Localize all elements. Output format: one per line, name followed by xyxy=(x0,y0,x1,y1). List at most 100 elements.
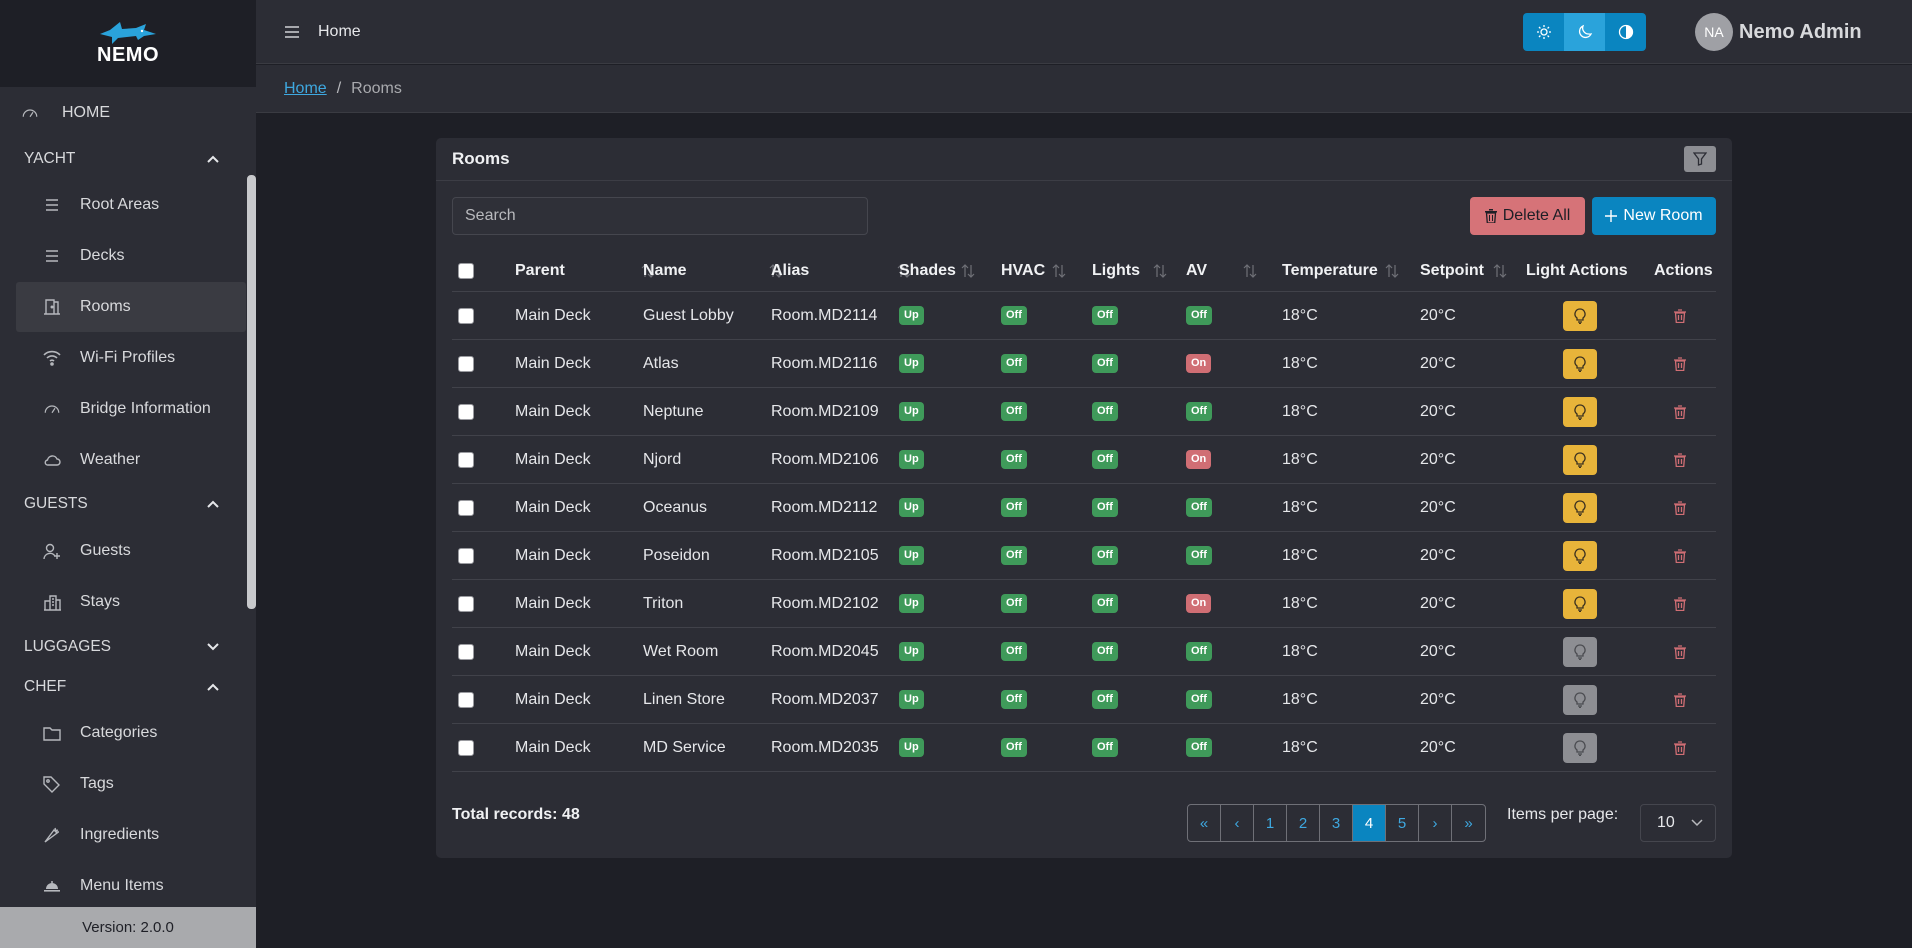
column-header-av[interactable]: AV xyxy=(1186,262,1208,279)
user-menu[interactable]: NA Nemo Admin xyxy=(1695,13,1862,51)
sidebar-item-guests[interactable]: Guests xyxy=(16,526,246,576)
new-room-button[interactable]: New Room xyxy=(1592,197,1716,235)
page-button[interactable]: 5 xyxy=(1386,805,1419,841)
delete-row-icon[interactable] xyxy=(1674,548,1686,563)
hvac-badge: Off xyxy=(1001,594,1027,613)
bulb-icon xyxy=(1573,403,1587,420)
light-toggle-button[interactable] xyxy=(1563,684,1597,715)
column-header-hvac[interactable]: HVAC xyxy=(1001,262,1046,279)
sort-icon[interactable] xyxy=(1152,263,1168,284)
sidebar-item-weather[interactable]: Weather xyxy=(16,435,246,485)
delete-row-icon[interactable] xyxy=(1674,500,1686,515)
light-toggle-button[interactable] xyxy=(1563,540,1597,571)
row-checkbox[interactable] xyxy=(458,355,474,372)
sidebar-item-tags[interactable]: Tags xyxy=(16,759,246,809)
column-header-alias[interactable]: Alias xyxy=(771,262,810,279)
brand-logo[interactable]: NEMO xyxy=(0,0,256,87)
cell-name: Triton xyxy=(643,594,684,612)
light-toggle-button[interactable] xyxy=(1563,732,1597,763)
search-input[interactable] xyxy=(452,197,868,235)
row-checkbox[interactable] xyxy=(458,499,474,516)
sidebar-section-yacht[interactable]: YACHT xyxy=(0,139,246,179)
delete-row-icon[interactable] xyxy=(1674,308,1686,323)
bulb-icon xyxy=(1573,739,1587,756)
sidebar-item-bridge-information[interactable]: Bridge Information xyxy=(16,384,246,434)
theme-light-button[interactable] xyxy=(1523,13,1564,51)
cell-alias: Room.MD2116 xyxy=(771,354,878,372)
page-button[interactable]: › xyxy=(1419,805,1452,841)
row-checkbox[interactable] xyxy=(458,643,474,660)
row-checkbox[interactable] xyxy=(458,547,474,564)
column-header-temperature[interactable]: Temperature xyxy=(1282,262,1378,279)
light-toggle-button[interactable] xyxy=(1563,348,1597,379)
sidebar-item-menu-items[interactable]: Menu Items xyxy=(16,861,246,907)
sort-icon[interactable] xyxy=(1051,263,1067,284)
light-toggle-button[interactable] xyxy=(1563,636,1597,667)
new-room-label: New Room xyxy=(1623,207,1703,224)
light-toggle-button[interactable] xyxy=(1563,588,1597,619)
sort-icon[interactable] xyxy=(960,263,976,284)
page-button[interactable]: 4 xyxy=(1353,805,1386,841)
light-toggle-button[interactable] xyxy=(1563,492,1597,523)
sidebar-item-wifi-profiles[interactable]: Wi-Fi Profiles xyxy=(16,333,246,383)
column-header-parent[interactable]: Parent xyxy=(515,262,565,279)
sidebar-scrollbar[interactable] xyxy=(247,175,256,609)
page-button[interactable]: « xyxy=(1188,805,1221,841)
column-header-name[interactable]: Name xyxy=(643,262,687,279)
delete-row-icon[interactable] xyxy=(1674,644,1686,659)
cell-temperature: 18°C xyxy=(1282,402,1318,420)
row-checkbox[interactable] xyxy=(458,403,474,420)
sidebar-item-root-areas[interactable]: Root Areas xyxy=(16,180,246,230)
column-header-lights[interactable]: Lights xyxy=(1092,262,1140,279)
delete-row-icon[interactable] xyxy=(1674,596,1686,611)
sidebar-item-stays[interactable]: Stays xyxy=(16,577,246,627)
sort-icon[interactable] xyxy=(640,263,656,284)
row-checkbox[interactable] xyxy=(458,739,474,756)
light-toggle-button[interactable] xyxy=(1563,444,1597,475)
menu-toggle-icon[interactable] xyxy=(282,22,302,42)
cell-setpoint: 20°C xyxy=(1420,306,1456,324)
row-checkbox[interactable] xyxy=(458,595,474,612)
delete-row-icon[interactable] xyxy=(1674,692,1686,707)
page-button[interactable]: 3 xyxy=(1320,805,1353,841)
sidebar-section-chef[interactable]: CHEF xyxy=(0,667,246,707)
column-header-shades[interactable]: Shades xyxy=(899,262,956,279)
section-label: YACHT xyxy=(24,150,76,167)
select-all-checkbox[interactable] xyxy=(458,263,474,279)
sidebar-section-luggages[interactable]: LUGGAGES xyxy=(0,627,246,667)
page-button[interactable]: 1 xyxy=(1254,805,1287,841)
sidebar-item-categories[interactable]: Categories xyxy=(16,708,246,758)
row-checkbox[interactable] xyxy=(458,691,474,708)
page-button[interactable]: ‹ xyxy=(1221,805,1254,841)
sidebar-item-rooms[interactable]: Rooms xyxy=(16,282,246,332)
row-checkbox[interactable] xyxy=(458,451,474,468)
sidebar-item-decks[interactable]: Decks xyxy=(16,231,246,281)
sort-icon[interactable] xyxy=(1242,263,1258,284)
delete-row-icon[interactable] xyxy=(1674,740,1686,755)
cell-parent: Main Deck xyxy=(515,402,591,420)
items-per-page-select[interactable]: 10 xyxy=(1640,804,1716,842)
cell-alias: Room.MD2105 xyxy=(771,546,879,564)
page-button[interactable]: 2 xyxy=(1287,805,1320,841)
column-header-setpoint[interactable]: Setpoint xyxy=(1420,262,1484,279)
breadcrumb-home-link[interactable]: Home xyxy=(284,79,327,97)
sidebar-item-home[interactable]: HOME xyxy=(0,87,230,139)
filter-button[interactable] xyxy=(1684,146,1716,172)
delete-row-icon[interactable] xyxy=(1674,452,1686,467)
delete-row-icon[interactable] xyxy=(1674,404,1686,419)
sort-icon[interactable] xyxy=(1492,263,1508,284)
delete-all-button[interactable]: Delete All xyxy=(1470,197,1585,235)
row-checkbox[interactable] xyxy=(458,307,474,324)
sidebar-item-ingredients[interactable]: Ingredients xyxy=(16,810,246,860)
sort-icon[interactable] xyxy=(768,263,784,284)
theme-contrast-button[interactable] xyxy=(1605,13,1646,51)
sidebar-section-guests[interactable]: GUESTS xyxy=(0,484,246,524)
sort-icon[interactable] xyxy=(896,263,912,284)
sort-icon[interactable] xyxy=(1384,263,1400,284)
card-title: Rooms xyxy=(452,149,510,168)
light-toggle-button[interactable] xyxy=(1563,396,1597,427)
delete-row-icon[interactable] xyxy=(1674,356,1686,371)
page-button[interactable]: » xyxy=(1464,814,1473,832)
light-toggle-button[interactable] xyxy=(1563,300,1597,331)
theme-dark-button[interactable] xyxy=(1564,13,1605,51)
